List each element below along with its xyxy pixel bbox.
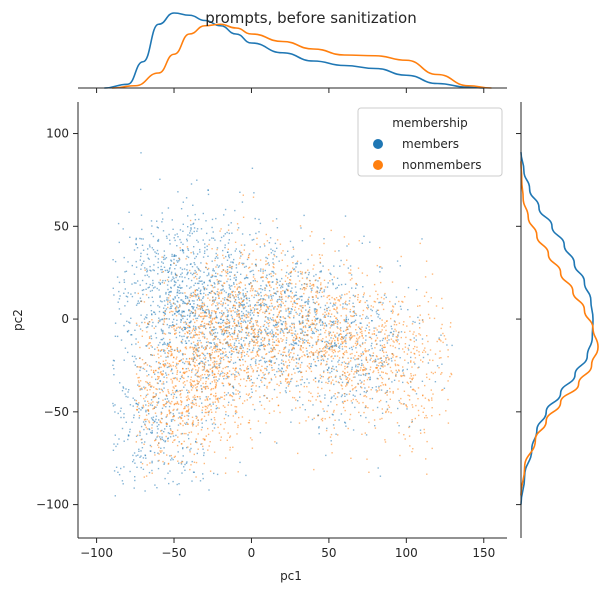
top-kde-nonmembers xyxy=(112,23,492,89)
legend-box xyxy=(357,107,503,177)
x-tick-label: 150 xyxy=(472,546,495,560)
x-tick-label: 0 xyxy=(248,546,256,560)
x-tick-label: −100 xyxy=(80,546,113,560)
right-kde-members xyxy=(520,152,594,505)
x-tick-label: 50 xyxy=(321,546,336,560)
scatter-series-nonmembers xyxy=(135,194,453,478)
top-kde-members xyxy=(104,12,484,89)
legend: membership members nonmembers xyxy=(357,107,503,177)
x-axis-label: pc1 xyxy=(280,569,302,583)
legend-label-members: members xyxy=(402,137,459,151)
scatter-points xyxy=(112,152,453,497)
y-tick-label: −50 xyxy=(44,405,69,419)
y-axis-label: pc2 xyxy=(11,309,25,331)
x-tick-label: −50 xyxy=(161,546,186,560)
x-tick-label: 100 xyxy=(395,546,418,560)
top-marginal-kde xyxy=(104,12,492,89)
legend-label-nonmembers: nonmembers xyxy=(402,158,482,172)
y-tick-label: −100 xyxy=(36,498,69,512)
x-axis-ticks: −100 −50 0 50 100 150 xyxy=(80,88,495,560)
right-kde-nonmembers xyxy=(520,161,599,496)
legend-title: membership xyxy=(392,116,468,130)
legend-marker-members xyxy=(373,139,383,149)
y-axis-ticks: −100 −50 0 50 100 xyxy=(36,127,521,512)
y-tick-label: 0 xyxy=(61,312,69,326)
y-tick-label: 100 xyxy=(46,127,69,141)
chart-title: prompts, before sanitization xyxy=(205,9,416,27)
legend-marker-nonmembers xyxy=(373,160,383,170)
main-axes xyxy=(77,87,522,539)
y-tick-label: 50 xyxy=(54,219,69,233)
scatter-series-members xyxy=(112,152,453,497)
right-marginal-kde xyxy=(520,152,599,505)
